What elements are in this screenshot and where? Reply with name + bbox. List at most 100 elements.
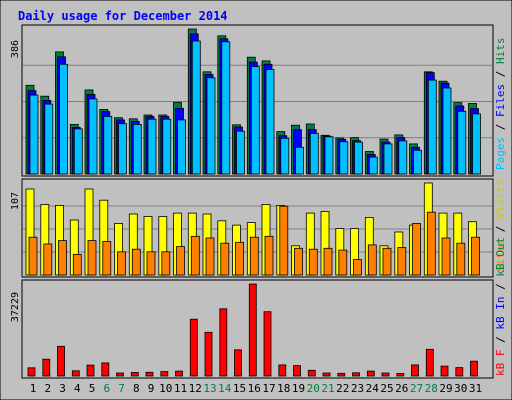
bar-sites-day-31 (471, 236, 480, 276)
bar-sites-day-12 (190, 235, 200, 276)
chart-title: Daily usage for December 2014 (18, 9, 228, 23)
bar-kbf-day-10 (160, 371, 169, 377)
bar-sites-day-2 (43, 243, 53, 276)
bar-sites-day-20 (308, 248, 318, 276)
bar-pages-day-8 (132, 124, 142, 175)
x-label-day-17: 17 (262, 382, 275, 395)
bar-kbf-day-15 (234, 349, 242, 377)
bar-pages-day-16 (250, 66, 260, 175)
bar-kbf-day-6 (101, 362, 110, 377)
bar-pages-day-9 (147, 118, 157, 175)
bar-pages-day-20 (309, 132, 319, 175)
bar-sites-day-25 (382, 247, 392, 276)
bar-pages-day-22 (339, 141, 349, 175)
x-label-day-7: 7 (118, 382, 125, 395)
x-label-day-2: 2 (44, 382, 51, 395)
bar-pages-day-13 (206, 77, 216, 175)
bar-pages-day-27 (413, 149, 422, 175)
middle-max-label: 107 (10, 192, 21, 210)
x-label-day-27: 27 (410, 382, 423, 395)
bar-kbf-day-27 (411, 364, 419, 377)
bar-kbf-day-30 (455, 367, 464, 377)
bar-kbf-day-4 (71, 370, 80, 377)
bar-pages-day-25 (383, 143, 393, 175)
bar-sites-day-6 (102, 241, 112, 276)
bar-pages-day-14 (221, 41, 231, 175)
bar-kbf-day-18 (278, 364, 287, 377)
bar-pages-day-5 (88, 98, 98, 175)
bar-kbf-day-23 (352, 372, 360, 377)
bars (25, 28, 481, 377)
bar-sites-day-22 (338, 249, 348, 276)
x-label-day-3: 3 (59, 382, 66, 395)
legend-middle: Sites / Visits (494, 179, 507, 272)
bar-pages-day-23 (354, 141, 363, 175)
x-label-day-4: 4 (74, 382, 81, 395)
bar-kbf-day-16 (248, 283, 257, 377)
bar-kbf-day-12 (189, 318, 198, 377)
bar-pages-day-29 (442, 87, 452, 175)
bar-sites-day-26 (397, 247, 407, 276)
x-label-day-29: 29 (439, 382, 452, 395)
bar-sites-day-11 (176, 246, 185, 276)
x-label-day-11: 11 (174, 382, 187, 395)
bar-pages-day-7 (118, 123, 127, 175)
bar-sites-day-14 (220, 242, 230, 276)
legend-sites: Sites (494, 239, 507, 272)
bar-kbf-day-29 (440, 365, 449, 377)
bar-kbf-day-19 (293, 365, 301, 377)
bar-kbf-day-2 (42, 358, 51, 377)
bar-kbf-day-3 (57, 345, 65, 377)
bar-kbf-day-26 (396, 373, 405, 377)
bar-pages-day-12 (191, 40, 201, 175)
x-label-day-31: 31 (469, 382, 482, 395)
bar-pages-day-6 (103, 116, 113, 175)
bar-sites-day-24 (367, 244, 377, 276)
x-label-day-30: 30 (454, 382, 467, 395)
x-label-day-10: 10 (159, 382, 172, 395)
x-label-day-6: 6 (103, 382, 110, 395)
bar-pages-day-2 (44, 103, 54, 175)
x-label-day-14: 14 (218, 382, 232, 395)
legend-top: Pages / Files / Hits (494, 38, 507, 171)
bar-kbf-day-13 (204, 331, 213, 377)
bar-sites-day-5 (87, 240, 97, 276)
bar-sites-day-3 (58, 240, 67, 276)
x-label-day-13: 13 (203, 382, 216, 395)
bar-sites-day-8 (131, 248, 141, 276)
bar-kbf-day-9 (145, 371, 154, 377)
x-label-day-20: 20 (307, 382, 320, 395)
bar-sites-day-13 (205, 237, 215, 276)
x-label-day-24: 24 (366, 382, 380, 395)
legend-visits: Visits (494, 179, 507, 219)
x-label-day-5: 5 (89, 382, 96, 395)
bar-pages-day-30 (457, 110, 467, 175)
legend-kbf: kB F (494, 350, 507, 377)
bar-pages-day-28 (427, 79, 437, 175)
legend-kbin: kB In (494, 297, 507, 330)
x-label-day-25: 25 (380, 382, 393, 395)
bar-sites-day-29 (441, 237, 451, 276)
bar-pages-day-3 (59, 63, 68, 175)
x-label-day-19: 19 (292, 382, 305, 395)
bar-kbf-day-22 (337, 372, 346, 377)
bar-sites-day-10 (161, 251, 171, 276)
bar-kbf-day-1 (27, 367, 36, 377)
bar-pages-day-24 (368, 156, 378, 175)
bar-sites-day-28 (426, 211, 436, 276)
bar-kbf-day-8 (130, 372, 139, 377)
bar-kbf-day-11 (175, 370, 183, 377)
bar-pages-day-1 (29, 94, 39, 175)
legend-kbout: kB Out (494, 237, 507, 277)
bar-sites-day-23 (353, 259, 362, 276)
x-label-day-8: 8 (133, 382, 140, 395)
bar-sites-day-1 (28, 236, 38, 276)
bar-sites-day-18 (279, 205, 289, 276)
legend-files: Files (494, 84, 507, 117)
bar-pages-day-17 (265, 69, 275, 175)
x-label-day-26: 26 (395, 382, 408, 395)
bar-kbf-day-14 (219, 308, 228, 377)
bar-sites-day-21 (323, 247, 333, 276)
bar-kbf-day-7 (116, 372, 124, 377)
